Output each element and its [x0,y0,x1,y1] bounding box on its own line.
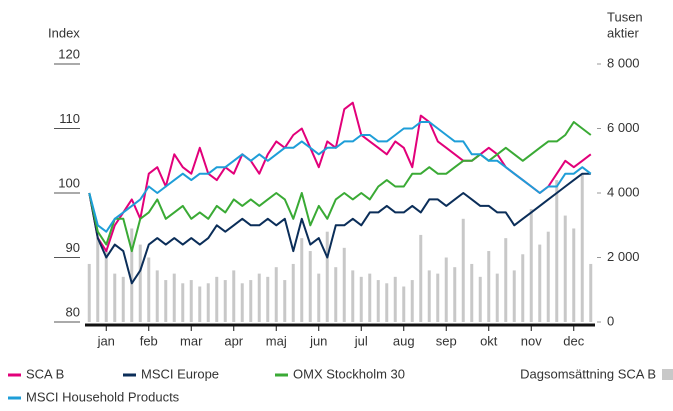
volume-bar [130,228,134,322]
volume-bar [240,283,244,322]
volume-bar [402,286,406,322]
series-line [88,172,591,285]
volume-bar [470,263,474,322]
volume-bar [308,251,312,322]
y-tick-label: 80 [66,304,80,319]
x-tick-label: mar [180,333,203,348]
y2-tick-label: 8 000 [607,55,640,70]
volume-bar [198,286,202,322]
x-tick-label: okt [480,333,498,348]
volume-bar [529,209,533,322]
volume-bar [155,270,159,322]
volume-bar [444,257,448,322]
volume-bar [563,215,567,322]
x-tick-label: maj [266,333,287,348]
volume-bar [504,238,508,322]
volume-bar [385,283,389,322]
volume-bar [419,234,423,322]
volume-bar [342,247,346,322]
x-tick-label: aug [393,333,415,348]
x-tick-label: jan [97,333,115,348]
volume-bar [249,280,253,322]
y-tick-label: 110 [59,111,80,126]
volume-bar [266,276,270,322]
legend-label: SCA B [26,366,64,381]
x-tick-label: apr [224,333,243,348]
volume-bar [325,231,329,322]
volume-bar [538,244,542,322]
volume-bar [410,280,414,322]
volume-bar [512,270,516,322]
volume-bar [147,257,151,322]
x-tick-label: sep [436,333,457,348]
legend-label: MSCI Household Products [26,389,180,404]
volume-bar [223,280,227,322]
volume-bar [580,173,584,322]
volume-bar [461,218,465,322]
volume-bar [368,273,372,322]
volume-bar [376,280,380,322]
volume-bar [283,280,287,322]
volume-bar [478,276,482,322]
series-line [88,101,592,253]
series-line [88,121,592,233]
series-line [88,121,592,253]
y-tick-label: 90 [66,240,80,255]
y2-tick-label: 6 000 [607,120,640,135]
x-tick-label: nov [521,333,542,348]
volume-bar [453,267,457,322]
volume-bar [436,273,440,322]
legend-label: MSCI Europe [141,366,219,381]
y2-tick-label: 4 000 [607,184,640,199]
volume-bar [589,263,593,322]
y2-axis-label: Tusen [607,9,643,24]
volume-bar [121,276,125,322]
volume-bar [359,276,363,322]
legend-swatch [662,369,673,380]
x-tick-label: feb [140,333,158,348]
volume-bar [555,180,559,322]
volume-bar [206,283,210,322]
volume-bar [300,238,304,322]
volume-bar [172,273,176,322]
volume-bar [495,273,499,322]
volume-bar [138,244,142,322]
volume-bar [572,228,576,322]
x-tick-label: dec [563,333,584,348]
y2-axis-label: aktier [607,25,639,40]
volume-bar [104,251,108,322]
y-axis-label: Index [48,25,80,40]
x-tick-label: jul [354,333,368,348]
volume-bar [87,263,91,322]
volume-bar [232,270,236,322]
volume-bar [164,280,168,322]
x-tick-label: jun [309,333,327,348]
volume-bar [215,276,219,322]
y-tick-label: 100 [58,175,80,190]
volume-bar [334,267,338,322]
volume-bar [257,273,261,322]
volume-bar [317,273,321,322]
volume-bar [274,267,278,322]
volume-bar [546,231,550,322]
volume-bar [487,251,491,322]
y2-tick-label: 2 000 [607,249,640,264]
volume-bar [113,273,117,322]
volume-bar [393,276,397,322]
y-tick-label: 120 [58,46,80,61]
volume-bar [189,280,193,322]
y2-tick-label: 0 [607,313,614,328]
volume-bar [181,283,185,322]
volume-bar [521,254,525,322]
volume-bar [291,263,295,322]
volume-bar [427,270,431,322]
legend-label: OMX Stockholm 30 [293,366,405,381]
legend-label: Dagsomsättning SCA B [520,366,656,381]
volume-bar [96,238,100,322]
volume-bar [351,270,355,322]
